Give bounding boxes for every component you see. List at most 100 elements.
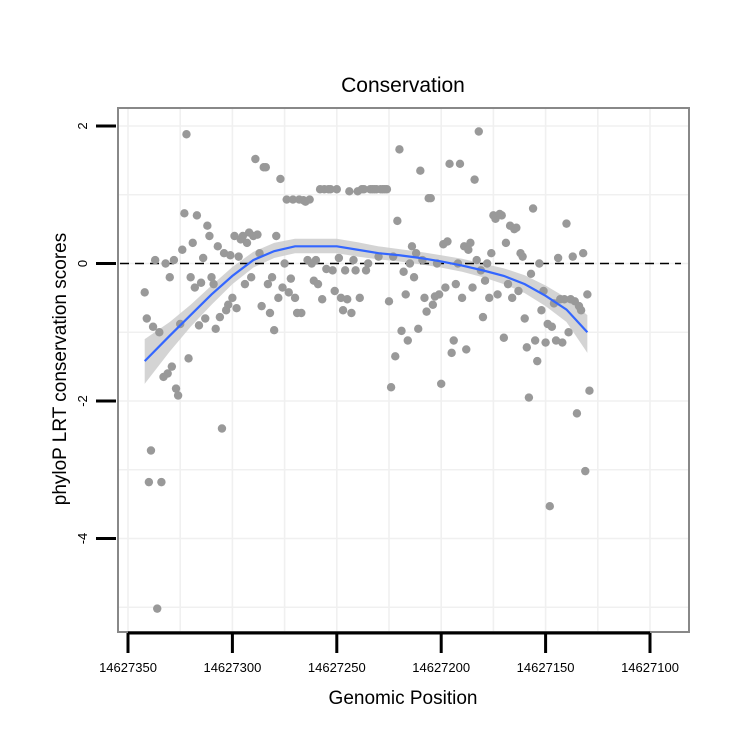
data-point — [322, 264, 331, 274]
x-tick-label: 14627100 — [621, 660, 679, 675]
data-point — [560, 295, 569, 304]
data-point — [462, 345, 471, 354]
x-tick-label: 14627150 — [517, 660, 575, 675]
data-point — [526, 269, 536, 279]
data-point — [153, 604, 162, 613]
data-point — [234, 252, 243, 261]
data-point — [384, 297, 394, 306]
data-point — [150, 255, 160, 265]
data-point — [274, 293, 283, 303]
data-point — [146, 446, 156, 455]
data-point — [351, 266, 360, 275]
data-point — [393, 216, 402, 226]
x-axis: 14627350 14627300 14627250 14627200 14627150… — [99, 631, 679, 675]
data-point — [207, 273, 216, 282]
data-point — [401, 290, 410, 299]
data-point — [257, 301, 266, 311]
data-point — [171, 384, 181, 393]
data-point — [562, 219, 571, 228]
data-point — [564, 328, 573, 337]
data-point — [457, 293, 467, 303]
data-point — [190, 283, 200, 292]
grid — [119, 109, 688, 631]
data-point — [434, 290, 444, 299]
x-axis-label: Genomic Position — [329, 688, 478, 709]
y-tick-label: -2 — [75, 395, 90, 407]
data-point — [232, 303, 241, 313]
data-point — [142, 314, 151, 323]
data-point — [140, 288, 149, 297]
y-tick-label: 0 — [75, 260, 90, 267]
data-point — [499, 333, 509, 342]
data-point — [211, 324, 220, 334]
data-point — [282, 195, 291, 204]
data-point — [213, 242, 222, 251]
data-point — [198, 253, 208, 263]
data-point — [397, 326, 406, 336]
data-point — [297, 308, 306, 318]
chart-title: Conservation — [341, 74, 465, 97]
data-point — [330, 286, 339, 296]
data-point — [148, 322, 158, 331]
data-point — [507, 293, 517, 303]
data-point — [512, 223, 521, 232]
data-point — [155, 328, 164, 337]
data-point — [209, 279, 218, 289]
data-point — [395, 145, 404, 154]
data-point — [464, 245, 473, 254]
data-point — [334, 253, 344, 263]
data-point — [265, 308, 275, 318]
data-point — [340, 266, 350, 275]
data-point — [363, 259, 373, 268]
y-axis-label: phyloP LRT conservation scores — [50, 233, 71, 506]
data-point — [228, 293, 237, 303]
data-point — [272, 231, 281, 241]
data-point — [230, 231, 239, 241]
data-point — [217, 424, 227, 433]
data-point — [349, 255, 358, 265]
data-point — [290, 293, 300, 303]
data-point — [263, 279, 273, 289]
data-point — [399, 267, 408, 276]
data-point — [355, 293, 364, 303]
data-point — [201, 314, 210, 323]
data-point — [585, 386, 594, 395]
data-point — [165, 273, 174, 282]
data-point — [426, 193, 435, 203]
data-point — [407, 242, 417, 251]
data-point — [336, 293, 346, 303]
data-point — [205, 231, 214, 241]
data-point — [286, 274, 296, 283]
data-point — [391, 352, 400, 361]
data-point — [238, 231, 248, 241]
data-point — [196, 278, 206, 287]
data-point — [194, 321, 204, 330]
y-tick-label: -4 — [75, 533, 90, 545]
data-point — [518, 252, 527, 261]
data-point — [332, 185, 341, 194]
data-point — [524, 393, 534, 402]
data-point — [382, 185, 392, 194]
data-point — [541, 338, 550, 347]
data-point — [284, 288, 293, 297]
data-point — [493, 290, 502, 299]
data-point — [409, 273, 419, 282]
data-point — [437, 379, 446, 389]
data-point — [269, 325, 279, 335]
data-point — [374, 252, 383, 261]
data-point — [578, 248, 588, 258]
data-point — [414, 324, 423, 334]
data-point — [583, 290, 592, 299]
data-point — [466, 238, 475, 248]
data-point — [478, 312, 488, 322]
data-point — [224, 300, 233, 309]
data-point — [485, 293, 494, 303]
data-point — [533, 356, 542, 366]
data-point — [549, 299, 559, 308]
data-point — [157, 477, 166, 487]
data-point — [246, 273, 256, 282]
data-point — [226, 251, 235, 260]
data-point — [251, 154, 260, 164]
data-point — [386, 383, 396, 392]
